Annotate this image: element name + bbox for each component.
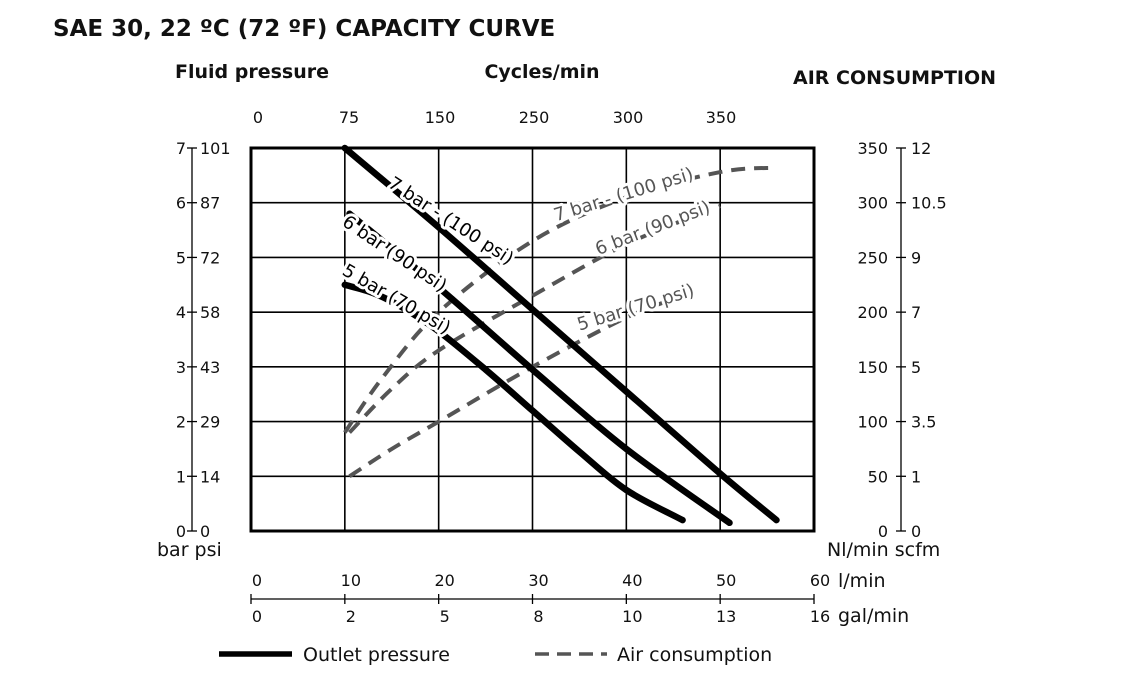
right-tick-scfm: 0 — [911, 522, 921, 541]
left-tick-bar: 6 — [176, 194, 186, 213]
right-tick-scfm: 5 — [911, 358, 921, 377]
legend: Outlet pressure Air consumption — [219, 644, 772, 666]
left-tick-bar: 4 — [176, 303, 186, 322]
tick-labels: 0 0 0 01 14 50 12 29 100 3.53 43 150 54 58 200 75 72 250 9… — [176, 108, 947, 626]
chart-title: SAE 30, 22 ºC (72 ºF) CAPACITY CURVE — [53, 16, 555, 42]
top-tick: 150 — [425, 108, 456, 127]
bottom-tick-galmin: 2 — [346, 607, 356, 626]
right-tick-scfm: 1 — [911, 467, 921, 486]
air-consumption-curve — [343, 165, 777, 434]
top-tick: 300 — [613, 108, 644, 127]
left-tick-bar: 2 — [176, 413, 186, 432]
bottom-tick-galmin: 16 — [810, 607, 830, 626]
air-consumption-curve — [348, 204, 721, 434]
bottom-tick-galmin: 8 — [533, 607, 543, 626]
left-axis-units: bar psi — [157, 539, 222, 561]
right-tick-scfm: 12 — [911, 139, 931, 158]
air-consumption-curve — [348, 293, 684, 478]
bottom-tick-lmin: 40 — [622, 571, 642, 590]
bottom-tick-lmin: 20 — [434, 571, 454, 590]
bottom-tick-galmin: 0 — [252, 607, 262, 626]
outlet-pressure-curve — [341, 281, 686, 524]
left-tick-psi: 58 — [200, 303, 220, 322]
bottom-tick-galmin: 10 — [622, 607, 642, 626]
left-tick-psi: 14 — [200, 467, 220, 486]
bottom-axis-units-lmin: l/min — [838, 570, 886, 592]
left-tick-bar: 1 — [176, 467, 186, 486]
right-tick-nlmin: 350 — [857, 139, 888, 158]
left-tick-psi: 0 — [200, 522, 210, 541]
bottom-tick-lmin: 30 — [528, 571, 548, 590]
right-axis-units: Nl/min scfm — [827, 539, 940, 561]
bottom-tick-lmin: 10 — [341, 571, 361, 590]
right-tick-nlmin: 300 — [857, 194, 888, 213]
top-tick: 350 — [706, 108, 737, 127]
legend-outlet-label: Outlet pressure — [303, 644, 450, 666]
right-tick-nlmin: 100 — [857, 413, 888, 432]
bottom-tick-lmin: 60 — [810, 571, 830, 590]
outlet-pressure-curve — [346, 210, 733, 527]
series — [341, 144, 780, 527]
plot-frame — [249, 146, 816, 533]
top-tick: 0 — [253, 108, 263, 127]
left-tick-psi: 29 — [200, 413, 220, 432]
grid — [251, 148, 814, 531]
bottom-tick-galmin: 13 — [716, 607, 736, 626]
legend-air-label: Air consumption — [617, 644, 772, 666]
top-axis-label: Cycles/min — [484, 61, 599, 83]
right-tick-scfm: 3.5 — [911, 413, 936, 432]
left-tick-psi: 72 — [200, 248, 220, 267]
right-tick-scfm: 7 — [911, 303, 921, 322]
right-tick-nlmin: 150 — [857, 358, 888, 377]
right-tick-nlmin: 250 — [857, 248, 888, 267]
left-tick-psi: 87 — [200, 194, 220, 213]
left-tick-bar: 0 — [176, 522, 186, 541]
left-tick-bar: 5 — [176, 248, 186, 267]
top-tick: 250 — [519, 108, 550, 127]
top-tick: 75 — [339, 108, 359, 127]
left-tick-psi: 43 — [200, 358, 220, 377]
left-tick-bar: 3 — [176, 358, 186, 377]
right-tick-scfm: 9 — [911, 248, 921, 267]
air-curve-label: 5 bar (70 psi) — [575, 280, 697, 336]
bottom-tick-galmin: 5 — [440, 607, 450, 626]
bottom-axis-units-galmin: gal/min — [838, 605, 909, 627]
left-axis-label: Fluid pressure — [175, 61, 329, 83]
right-axis-label: AIR CONSUMPTION — [793, 67, 996, 89]
right-tick-nlmin: 200 — [857, 303, 888, 322]
outlet-pressure-curve — [341, 144, 780, 524]
right-tick-scfm: 10.5 — [911, 194, 947, 213]
right-tick-nlmin: 50 — [868, 467, 888, 486]
bottom-tick-lmin: 0 — [252, 571, 262, 590]
bottom-tick-lmin: 50 — [716, 571, 736, 590]
left-tick-bar: 7 — [176, 139, 186, 158]
left-tick-psi: 101 — [200, 139, 231, 158]
right-tick-nlmin: 0 — [878, 522, 888, 541]
